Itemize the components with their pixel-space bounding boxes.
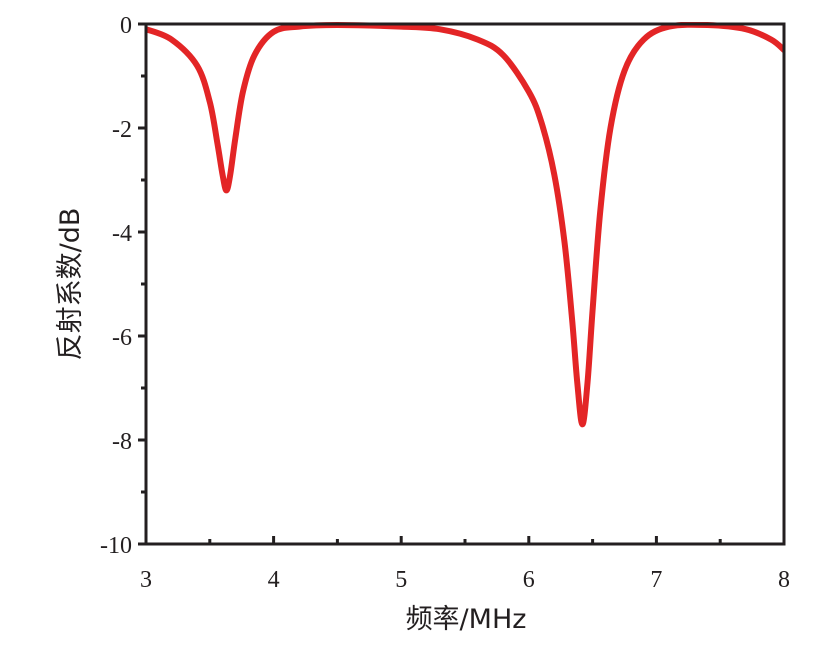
y-axis-title: 反射系数/dB [55, 208, 86, 361]
y-tick-label: -2 [112, 117, 132, 143]
x-tick-label: 5 [395, 567, 407, 593]
y-tick-label: -4 [112, 221, 132, 247]
x-tick-label: 6 [523, 567, 535, 593]
y-tick-label: -10 [100, 533, 132, 559]
y-tick-label: -8 [112, 429, 132, 455]
y-tick-label: -6 [112, 325, 132, 351]
x-axis-title: 频率/MHz [406, 604, 527, 635]
x-tick-label: 3 [140, 567, 152, 593]
x-tick-label: 7 [650, 567, 662, 593]
x-tick-label: 4 [268, 567, 280, 593]
x-tick-label: 8 [778, 567, 790, 593]
y-tick-label: 0 [120, 13, 132, 39]
series-line-0 [146, 22, 784, 428]
